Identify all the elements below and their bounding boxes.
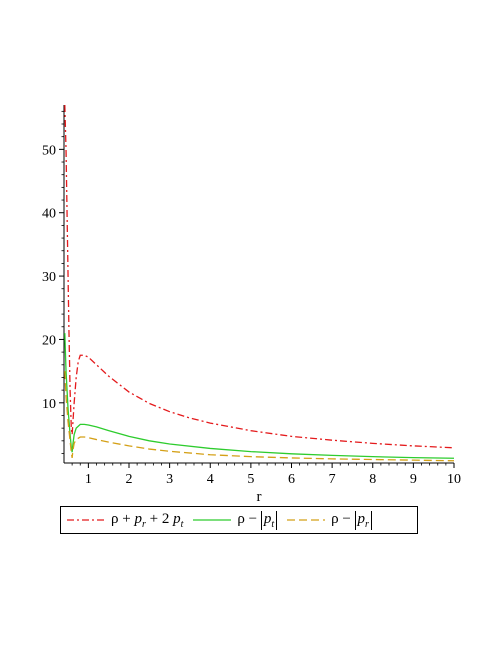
y-tick-label: 30 [42, 270, 56, 285]
legend: ρ + pr + 2 pt ρ − pt ρ − pr [60, 506, 418, 534]
legend-swatch-series-1 [67, 519, 105, 521]
series-line-1 [64, 104, 455, 449]
series-line-2 [64, 333, 455, 459]
x-tick-label: 9 [410, 472, 417, 487]
x-tick-label: 4 [207, 472, 214, 487]
x-tick-label: 2 [126, 472, 133, 487]
x-tick-label: 7 [329, 472, 336, 487]
axes [63, 105, 454, 464]
ticks-layer: 1 2 3 4 5 6 7 8 9 10 10 20 30 40 50 [42, 110, 461, 487]
x-axis-label: r [257, 489, 262, 505]
legend-label-series-2: ρ − pt [237, 510, 278, 530]
legend-label-series-3: ρ − pr [331, 510, 372, 530]
legend-item-series-1: ρ + pr + 2 pt [67, 511, 183, 530]
series-layer [64, 104, 455, 462]
y-tick-label: 20 [42, 333, 56, 348]
y-tick-label: 10 [42, 397, 56, 412]
x-tick-label: 3 [166, 472, 173, 487]
legend-item-series-3: ρ − pr [287, 510, 372, 530]
x-tick-label: 1 [85, 472, 92, 487]
x-tick-label: 5 [247, 472, 254, 487]
x-tick-label: 6 [288, 472, 295, 487]
y-tick-label: 40 [42, 207, 56, 222]
legend-label-series-1: ρ + pr + 2 pt [111, 510, 184, 530]
legend-swatch-series-3 [287, 519, 326, 521]
legend-item-series-2: ρ − pt [193, 510, 278, 530]
y-tick-label: 50 [42, 143, 56, 158]
legend-swatch-series-2 [193, 519, 232, 521]
x-tick-label: 8 [369, 472, 376, 487]
series-line-3 [64, 371, 455, 462]
x-tick-label: 10 [447, 472, 461, 487]
